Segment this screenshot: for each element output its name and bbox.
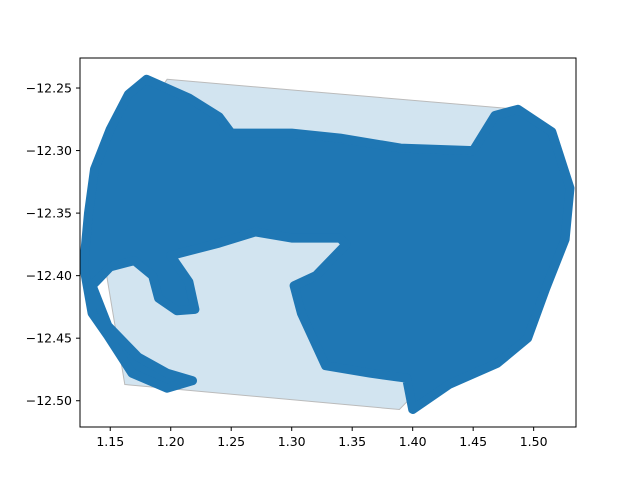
x-axis: 1.15 1.20 1.25 1.30 1.35 1.40 1.45 1.50	[96, 427, 548, 449]
plot-area	[80, 74, 575, 414]
x-tick-label: 1.25	[217, 434, 245, 449]
x-tick-label: 1.50	[520, 434, 548, 449]
x-tick-label: 1.45	[459, 434, 487, 449]
x-tick-label: 1.20	[157, 434, 185, 449]
y-tick-label: −12.45	[26, 331, 72, 346]
y-axis: −12.25 −12.30 −12.35 −12.40 −12.45 −12.50	[26, 81, 80, 408]
x-tick-label: 1.40	[399, 434, 427, 449]
scatter-points	[80, 74, 575, 414]
y-tick-label: −12.30	[26, 143, 72, 158]
plot-frame	[79, 57, 577, 428]
x-tick-label: 1.35	[338, 434, 366, 449]
x-tick-label: 1.30	[278, 434, 306, 449]
y-tick-label: −12.25	[26, 81, 72, 96]
x-tick-label: 1.15	[96, 434, 124, 449]
y-tick-label: −12.50	[26, 393, 72, 408]
y-tick-label: −12.40	[26, 268, 72, 283]
y-tick-label: −12.35	[26, 206, 72, 221]
